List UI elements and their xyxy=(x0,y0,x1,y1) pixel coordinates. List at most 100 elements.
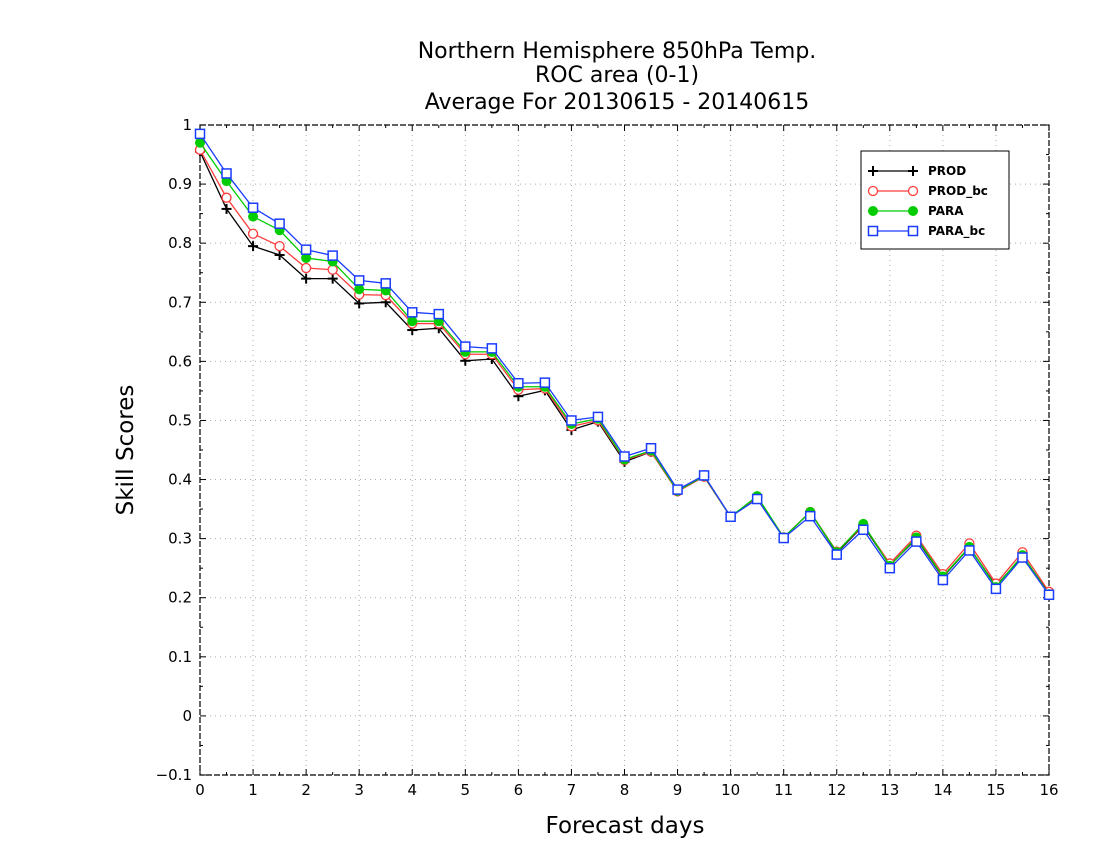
series-1-point-2 xyxy=(247,228,259,239)
legend: PROD PROD_bc PARA PARA_bc xyxy=(860,150,1010,250)
y-tick-label-0: −0.1 xyxy=(156,766,192,784)
series-3-point-7 xyxy=(380,278,391,289)
y-tick-label-2: 0.1 xyxy=(168,648,192,666)
legend-marker-right-1 xyxy=(907,185,919,197)
chart-title: Northern Hemisphere 850hPa Temp. ROC are… xyxy=(418,39,817,115)
series-2-point-6 xyxy=(354,284,365,295)
x-tick-label-8: 8 xyxy=(620,781,630,799)
legend-marker-left-1 xyxy=(867,185,879,197)
series-0-point-2 xyxy=(248,241,259,252)
series-2-point-8 xyxy=(407,316,418,327)
series-3-point-3 xyxy=(274,218,285,229)
x-tick-label-6: 6 xyxy=(514,781,524,799)
x-tick-label-15: 15 xyxy=(986,781,1005,799)
series-3-point-28 xyxy=(937,574,949,586)
y-tick-label-9: 0.8 xyxy=(168,234,192,252)
series-1-point-3 xyxy=(274,240,285,252)
x-tick-label-7: 7 xyxy=(567,781,577,799)
y-tick-label-11: 1 xyxy=(182,116,192,134)
x-tick-label-14: 14 xyxy=(933,781,952,799)
series-3-point-31 xyxy=(1017,552,1028,563)
x-tick-label-11: 11 xyxy=(774,781,793,799)
legend-marker-right-3 xyxy=(907,225,919,237)
y-tick-label-5: 0.4 xyxy=(168,471,192,489)
series-3-point-5 xyxy=(327,250,338,261)
series-3-point-21 xyxy=(751,493,763,505)
series-3-point-4 xyxy=(300,244,312,255)
series-3-point-23 xyxy=(804,510,816,522)
series-3-point-14 xyxy=(566,415,577,426)
series-3-point-10 xyxy=(460,341,471,352)
title-line-3: Average For 20130615 - 20140615 xyxy=(425,90,810,115)
series-3-point-16 xyxy=(619,451,630,462)
series-3-point-1 xyxy=(221,168,232,179)
series-3-point-32 xyxy=(1043,589,1055,601)
y-axis-label: Skill Scores xyxy=(113,385,139,516)
x-tick-label-2: 2 xyxy=(301,781,311,799)
series-0-point-4 xyxy=(301,273,312,284)
legend-label-2: PARA xyxy=(928,204,964,218)
series-0-point-6 xyxy=(354,298,365,309)
legend-marker-left-0 xyxy=(868,166,878,176)
title-line-1: Northern Hemisphere 850hPa Temp. xyxy=(418,39,817,64)
x-tick-label-3: 3 xyxy=(354,781,364,799)
x-tick-label-9: 9 xyxy=(673,781,683,799)
y-tick-label-7: 0.6 xyxy=(168,352,192,370)
legend-marker-right-2 xyxy=(908,206,918,216)
series-3-point-8 xyxy=(407,307,418,318)
x-tick-label-10: 10 xyxy=(721,781,740,799)
x-axis-label: Forecast days xyxy=(546,813,705,839)
series-3-point-20 xyxy=(725,511,736,523)
series-3-point-0 xyxy=(194,128,206,140)
legend-label-0: PROD xyxy=(928,164,966,178)
series-3-point-2 xyxy=(247,202,259,213)
legend-box xyxy=(860,150,1010,250)
y-tick-label-1: 0 xyxy=(182,707,192,725)
series-3-point-27 xyxy=(911,536,922,547)
series-3-point-13 xyxy=(539,377,551,388)
legend-marker-right-0 xyxy=(908,166,918,176)
series-3-point-22 xyxy=(778,532,789,544)
series-3-point-25 xyxy=(858,524,869,536)
series-1-point-4 xyxy=(300,262,312,274)
x-tick-label-1: 1 xyxy=(248,781,258,799)
series-3-point-24 xyxy=(831,549,842,560)
series-1-point-5 xyxy=(327,264,338,275)
series-3-point-19 xyxy=(698,470,710,481)
series-3-point-9 xyxy=(433,308,445,320)
x-tick-label-5: 5 xyxy=(461,781,471,799)
series-layer xyxy=(194,128,1055,601)
legend-item-3: PARA_bc xyxy=(867,224,985,239)
legend-item-1: PROD_bc xyxy=(867,184,988,199)
y-tick-label-6: 0.5 xyxy=(168,411,192,429)
series-3-point-11 xyxy=(486,343,498,354)
legend-label-1: PROD_bc xyxy=(928,184,988,199)
series-3-point-6 xyxy=(353,275,365,286)
axis-ticks: 0 1 2 3 4 5 6 7 8 9 10 11 12 13 14 15 16−0.100.10.20.30.… xyxy=(156,116,1059,799)
grid xyxy=(200,125,1049,775)
y-tick-label-8: 0.7 xyxy=(168,293,192,311)
series-0-point-3 xyxy=(274,250,285,260)
x-tick-label-4: 4 xyxy=(407,781,417,799)
x-tick-label-12: 12 xyxy=(827,781,846,799)
series-3 xyxy=(194,128,1055,601)
series-3-point-29 xyxy=(964,545,975,556)
series-3-point-18 xyxy=(672,484,683,495)
y-tick-label-10: 0.9 xyxy=(168,175,192,193)
series-3-point-12 xyxy=(513,377,524,389)
series-0-point-1 xyxy=(221,203,232,214)
x-tick-label-16: 16 xyxy=(1039,781,1058,799)
x-tick-label-0: 0 xyxy=(195,781,205,799)
series-1-point-1 xyxy=(221,192,232,203)
y-tick-label-4: 0.3 xyxy=(168,530,192,548)
legend-item-0: PROD xyxy=(868,164,966,178)
series-3-point-30 xyxy=(990,583,1002,595)
series-3-point-17 xyxy=(645,442,657,454)
title-line-2: ROC area (0-1) xyxy=(535,63,699,88)
series-3-point-26 xyxy=(884,562,896,574)
series-2-point-2 xyxy=(248,211,259,222)
legend-marker-left-2 xyxy=(868,206,878,216)
legend-label-3: PARA_bc xyxy=(928,224,985,239)
x-tick-label-13: 13 xyxy=(880,781,899,799)
